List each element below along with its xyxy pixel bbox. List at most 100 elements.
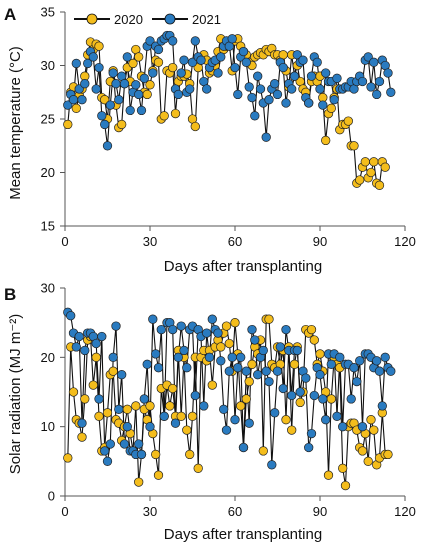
panel-a-point-2020 bbox=[326, 103, 336, 113]
panel-b-y-tick-label: 0 bbox=[48, 489, 55, 504]
panel-b-point-2021 bbox=[153, 363, 164, 373]
panel-a-point-2021 bbox=[357, 76, 368, 87]
panel-a-point-2021 bbox=[136, 105, 147, 116]
panel-a-point-2021 bbox=[312, 57, 322, 67]
panel-a-point-2021 bbox=[77, 95, 87, 105]
panel-a-point-2021 bbox=[94, 62, 104, 73]
panel-a-y-tick-label: 35 bbox=[41, 5, 55, 20]
panel-a-point-2021 bbox=[102, 141, 113, 151]
panel-a-point-2021 bbox=[68, 95, 79, 105]
panel-b-point-2021 bbox=[318, 394, 328, 404]
panel-a-point-2021 bbox=[71, 58, 81, 69]
panel-a-point-2021 bbox=[190, 36, 200, 46]
panel-a-point-2020 bbox=[71, 103, 81, 113]
panel-b-point-2020 bbox=[102, 408, 113, 418]
panel-b-point-2020 bbox=[264, 314, 274, 324]
panel-a-point-2021 bbox=[179, 55, 189, 65]
panel-b-point-2021 bbox=[227, 352, 237, 362]
panel-a-point-2020 bbox=[360, 157, 370, 167]
legend-label-2021: 2021 bbox=[192, 12, 221, 27]
panel-a-point-2021 bbox=[202, 84, 212, 94]
panel-a-point-2020 bbox=[374, 180, 385, 190]
panel-b-point-2021 bbox=[275, 342, 285, 352]
panel-b-point-2020 bbox=[295, 397, 305, 408]
panel-b-point-2020 bbox=[340, 480, 351, 491]
panel-b-point-2021 bbox=[97, 331, 107, 342]
panel-b-point-2021 bbox=[142, 359, 152, 369]
panel-b-point-2020 bbox=[366, 415, 376, 425]
panel-a-point-2021 bbox=[374, 76, 385, 87]
panel-b-x-tick-label: 120 bbox=[394, 504, 416, 519]
panel-a-point-2021 bbox=[241, 57, 251, 67]
panel-b-point-2021 bbox=[224, 366, 234, 376]
panel-b-point-2021 bbox=[261, 366, 271, 376]
panel-b-point-2021 bbox=[258, 345, 268, 356]
panel-b-point-2021 bbox=[386, 366, 396, 376]
panel-a-point-2021 bbox=[272, 89, 283, 100]
panel-b-point-2021 bbox=[179, 345, 189, 356]
panel-a-point-2020 bbox=[63, 119, 73, 130]
panel-b-point-2021 bbox=[349, 363, 359, 373]
panel-a-point-2020 bbox=[355, 175, 365, 185]
panel-a-point-2021 bbox=[306, 71, 317, 81]
panel-a-x-tick-label: 0 bbox=[61, 234, 68, 249]
panel-a-point-2021 bbox=[196, 55, 206, 65]
panel-a-point-2021 bbox=[369, 57, 379, 67]
panel-a-point-2021 bbox=[134, 89, 144, 100]
panel-a-x-tick-label: 30 bbox=[143, 234, 157, 249]
panel-b-point-2021 bbox=[216, 356, 226, 366]
panel-a-point-2021 bbox=[125, 105, 135, 116]
panel-b-label: B bbox=[4, 285, 16, 304]
panel-b-point-2021 bbox=[233, 363, 243, 373]
panel-a-point-2021 bbox=[145, 36, 155, 46]
panel-b-point-2020 bbox=[315, 349, 325, 359]
panel-a-point-2021 bbox=[216, 52, 226, 62]
panel-a-point-2021 bbox=[168, 36, 178, 46]
panel-b-point-2021 bbox=[306, 428, 317, 439]
panel-b-point-2021 bbox=[372, 356, 382, 366]
panel-b-ylabel: Solar radiation (MJ m⁻²) bbox=[7, 314, 24, 474]
panel-b-point-2020 bbox=[363, 456, 373, 466]
panel-b-point-2020 bbox=[134, 477, 144, 487]
panel-b-point-2021 bbox=[309, 390, 319, 401]
panel-b-point-2021 bbox=[173, 352, 183, 362]
panel-b-point-2021 bbox=[321, 415, 331, 425]
panel-a-point-2020 bbox=[168, 62, 178, 73]
legend-label-2020: 2020 bbox=[114, 12, 143, 27]
panel-b-point-2020 bbox=[306, 324, 317, 335]
panel-b-point-2021 bbox=[292, 345, 302, 356]
panel-b-point-2021 bbox=[264, 376, 274, 387]
panel-b-point-2021 bbox=[357, 422, 368, 432]
panel-a-point-2021 bbox=[315, 84, 325, 94]
panel-a-point-2021 bbox=[298, 55, 308, 65]
panel-b-point-2021 bbox=[355, 356, 365, 366]
panel-b-point-2021 bbox=[114, 404, 124, 414]
panel-b-point-2021 bbox=[326, 359, 336, 369]
panel-b-point-2021 bbox=[247, 324, 257, 335]
panel-a-point-2021 bbox=[187, 57, 198, 67]
panel-b-point-2021 bbox=[236, 352, 246, 362]
panel-a-point-2021 bbox=[332, 73, 342, 83]
panel-a-point-2021 bbox=[100, 119, 110, 130]
panel-b-xlabel: Days after transplanting bbox=[164, 526, 322, 543]
panel-b-point-2020 bbox=[187, 411, 198, 421]
panel-a-point-2020 bbox=[369, 157, 379, 167]
panel-b-point-2020 bbox=[168, 383, 178, 394]
panel-b-point-2020 bbox=[383, 449, 393, 460]
panel-a-x-tick-label: 90 bbox=[313, 234, 327, 249]
panel-a-point-2021 bbox=[318, 100, 328, 110]
panel-a-point-2020 bbox=[159, 111, 169, 121]
panel-a-point-2020 bbox=[142, 89, 152, 100]
panel-a-point-2020 bbox=[134, 52, 144, 62]
panel-a-point-2020 bbox=[100, 95, 110, 105]
panel-a-point-2020 bbox=[321, 135, 331, 146]
panel-b-point-2020 bbox=[88, 380, 98, 390]
panel-b-point-2021 bbox=[66, 311, 76, 321]
panel-a-point-2021 bbox=[383, 68, 393, 78]
panel-a-x-tick-label: 120 bbox=[394, 234, 416, 249]
panel-a-y-tick-label: 20 bbox=[41, 165, 55, 180]
panel-a-point-2021 bbox=[278, 62, 288, 73]
panel-a-point-2021 bbox=[97, 111, 107, 121]
panel-a-y-tick-label: 15 bbox=[41, 219, 55, 234]
